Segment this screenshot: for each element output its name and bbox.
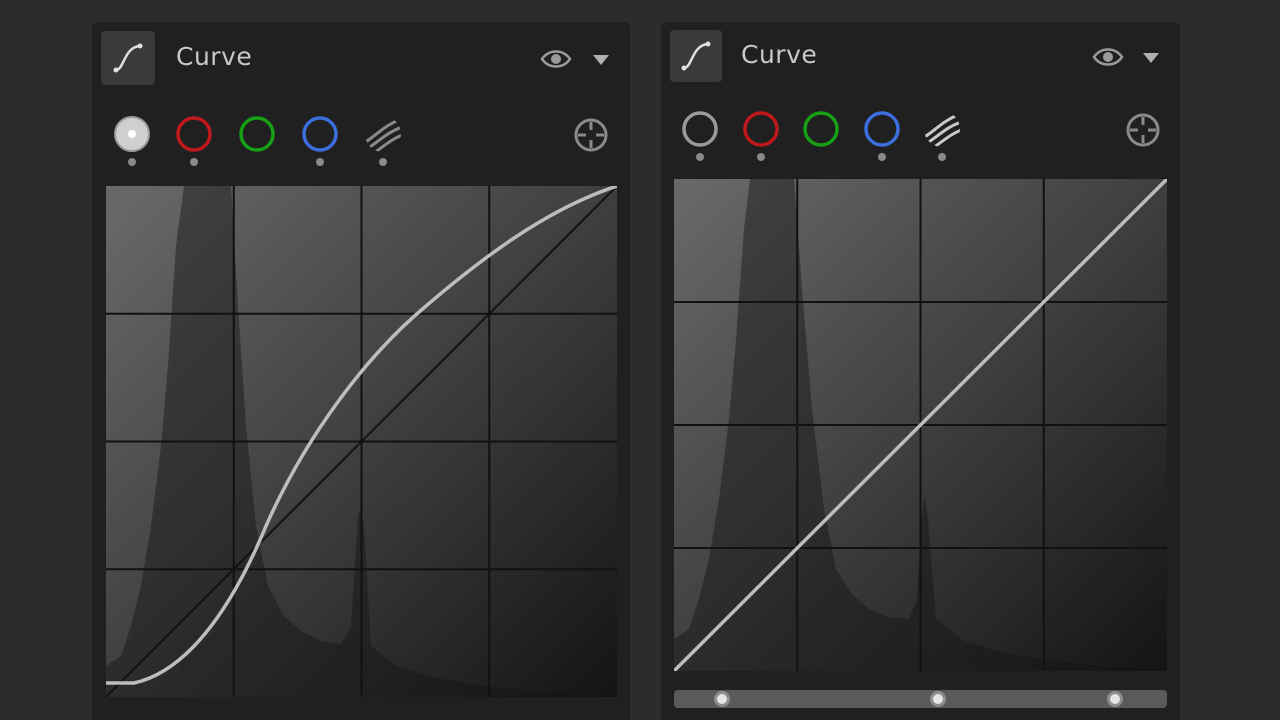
alpha-stripes-icon <box>365 116 401 152</box>
panel-title: Curve <box>741 40 818 69</box>
green-channel-button[interactable] <box>801 109 841 149</box>
alpha-channel-button[interactable] <box>922 109 962 161</box>
curve-tool-icon <box>113 43 143 73</box>
identity-line <box>106 186 617 697</box>
channel-indicator-dot <box>379 158 387 166</box>
chevron-down-icon[interactable] <box>1142 52 1160 64</box>
curve-graph[interactable] <box>106 186 617 697</box>
red-channel-button[interactable] <box>174 114 214 166</box>
channel-indicator-dot <box>757 153 765 161</box>
curve-tool-icon <box>681 41 711 71</box>
white-point-handle[interactable] <box>1107 691 1123 707</box>
alpha-channel-button[interactable] <box>363 114 403 166</box>
midtone-handle[interactable] <box>930 691 946 707</box>
channel-selector <box>680 109 980 169</box>
chevron-down-icon[interactable] <box>592 54 610 66</box>
channel-indicator-dot <box>316 158 324 166</box>
blue-channel-icon <box>302 116 338 152</box>
alpha-stripes-icon <box>924 111 960 147</box>
curve-panel-right: Curve <box>661 22 1180 720</box>
red-channel-icon <box>743 111 779 147</box>
luminance-icon <box>682 111 718 147</box>
channel-indicator-dot <box>696 153 704 161</box>
visibility-eye-icon[interactable] <box>540 47 572 71</box>
target-picker-icon[interactable] <box>573 117 609 153</box>
luminance-channel-button[interactable] <box>680 109 720 161</box>
green-channel-icon <box>803 111 839 147</box>
visibility-eye-icon[interactable] <box>1092 45 1124 69</box>
luminance-icon <box>114 116 150 152</box>
curve-tool-button[interactable] <box>670 30 722 82</box>
grid-lines <box>674 179 1167 671</box>
channel-indicator-dot <box>128 158 136 166</box>
luminance-channel-button[interactable] <box>112 114 152 166</box>
green-channel-icon <box>239 116 275 152</box>
black-point-handle[interactable] <box>714 691 730 707</box>
channel-indicator-dot <box>190 158 198 166</box>
green-channel-button[interactable] <box>237 114 277 154</box>
curve-graph[interactable] <box>674 179 1167 671</box>
blue-channel-button[interactable] <box>300 114 340 166</box>
blue-channel-button[interactable] <box>862 109 902 161</box>
blue-channel-icon <box>864 111 900 147</box>
tone-curve[interactable] <box>106 186 617 685</box>
tone-curve[interactable] <box>674 179 1167 671</box>
target-picker-icon[interactable] <box>1125 112 1161 148</box>
channel-indicator-dot <box>878 153 886 161</box>
curve-panel-left: Curve <box>92 22 630 720</box>
channel-indicator-dot <box>938 153 946 161</box>
curve-tool-button[interactable] <box>101 31 155 85</box>
red-channel-icon <box>176 116 212 152</box>
panel-title: Curve <box>176 42 253 71</box>
red-channel-button[interactable] <box>741 109 781 161</box>
levels-slider[interactable] <box>674 690 1167 708</box>
channel-selector <box>112 114 412 174</box>
